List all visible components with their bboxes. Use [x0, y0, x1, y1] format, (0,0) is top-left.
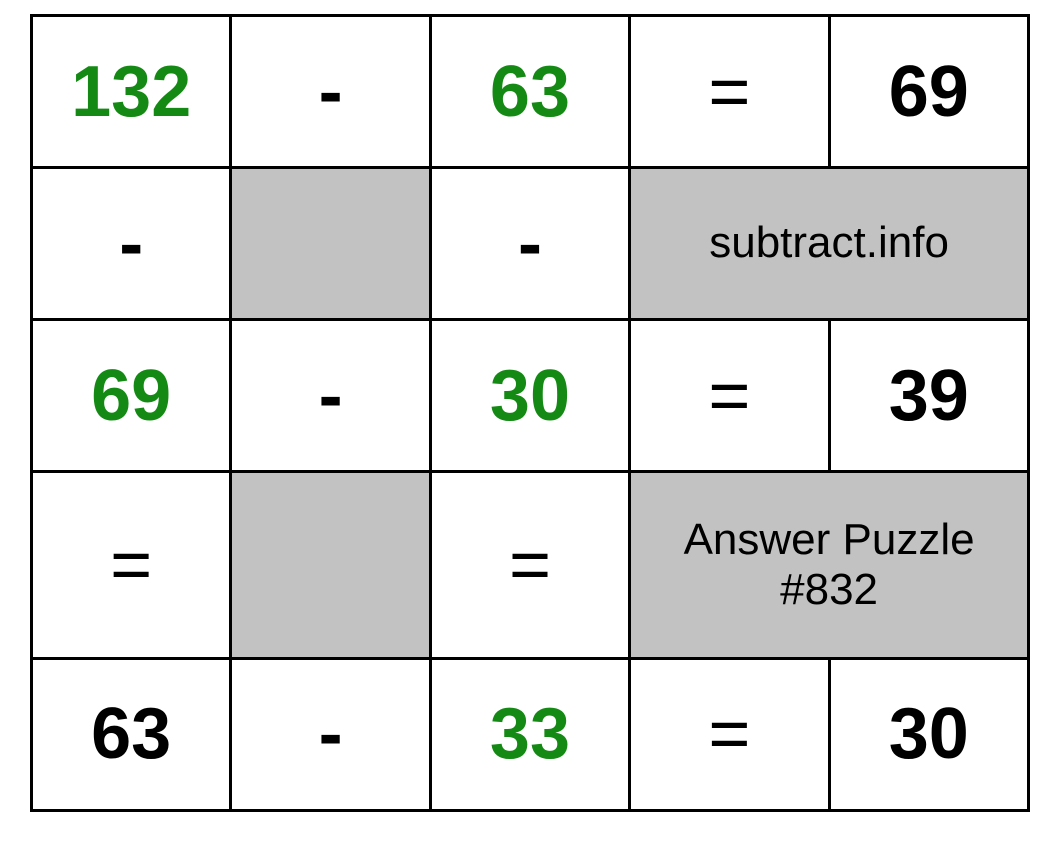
row-4: = = Answer Puzzle #832 [32, 472, 1029, 658]
cell-r4c1-equals: = [32, 472, 231, 658]
cell-r2c1-minus: - [32, 168, 231, 320]
row-3: 69 - 30 = 39 [32, 320, 1029, 472]
cell-r3c3: 30 [430, 320, 629, 472]
row-1: 132 - 63 = 69 [32, 16, 1029, 168]
answer-label-line2: #832 [780, 565, 878, 614]
cell-r5c3: 33 [430, 658, 629, 810]
cell-r2-info: subtract.info [630, 168, 1029, 320]
cell-r4c3-equals: = [430, 472, 629, 658]
cell-r1c5: 69 [829, 16, 1028, 168]
cell-r1c2-minus: - [231, 16, 430, 168]
cell-r5c5: 30 [829, 658, 1028, 810]
puzzle-container: 132 - 63 = 69 - - subtract.info 69 - 30 … [0, 0, 1060, 844]
cell-r1c1: 132 [32, 16, 231, 168]
cell-r5c2-minus: - [231, 658, 430, 810]
cell-r3c5: 39 [829, 320, 1028, 472]
cell-r5c4-equals: = [630, 658, 829, 810]
cell-r1c3: 63 [430, 16, 629, 168]
cell-r2c2-blank [231, 168, 430, 320]
cell-r3c1: 69 [32, 320, 231, 472]
cell-r2c3-minus: - [430, 168, 629, 320]
cell-r3c2-minus: - [231, 320, 430, 472]
cell-r5c1: 63 [32, 658, 231, 810]
cell-r4c2-blank [231, 472, 430, 658]
row-5: 63 - 33 = 30 [32, 658, 1029, 810]
row-2: - - subtract.info [32, 168, 1029, 320]
puzzle-grid: 132 - 63 = 69 - - subtract.info 69 - 30 … [30, 14, 1030, 812]
cell-r3c4-equals: = [630, 320, 829, 472]
cell-r4-info: Answer Puzzle #832 [630, 472, 1029, 658]
cell-r1c4-equals: = [630, 16, 829, 168]
answer-label-line1: Answer Puzzle [684, 515, 975, 564]
